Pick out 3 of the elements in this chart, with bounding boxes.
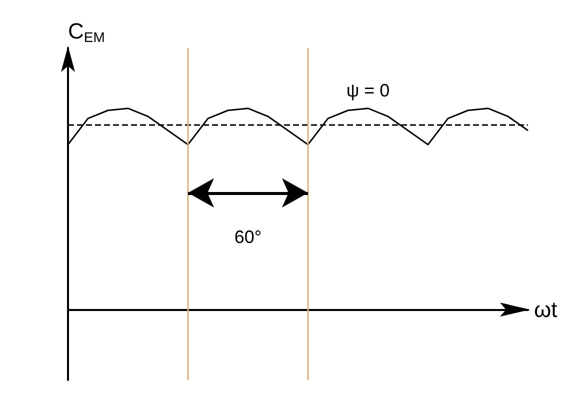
annotation: 60°: [234, 227, 262, 248]
x-axis-title: ωt: [534, 297, 558, 322]
text: ψ = 0: [346, 80, 390, 100]
